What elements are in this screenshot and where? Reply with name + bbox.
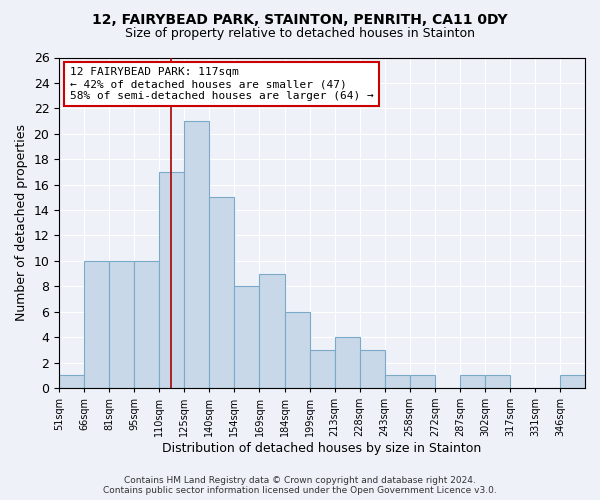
- Bar: [59, 375, 84, 388]
- Bar: [485, 375, 510, 388]
- Bar: [184, 121, 209, 388]
- Bar: [460, 375, 485, 388]
- Bar: [284, 312, 310, 388]
- X-axis label: Distribution of detached houses by size in Stainton: Distribution of detached houses by size …: [163, 442, 482, 455]
- Bar: [259, 274, 284, 388]
- Bar: [160, 172, 184, 388]
- Bar: [560, 375, 585, 388]
- Bar: [235, 286, 259, 388]
- Text: 12 FAIRYBEAD PARK: 117sqm
← 42% of detached houses are smaller (47)
58% of semi-: 12 FAIRYBEAD PARK: 117sqm ← 42% of detac…: [70, 68, 373, 100]
- Bar: [410, 375, 435, 388]
- Text: 12, FAIRYBEAD PARK, STAINTON, PENRITH, CA11 0DY: 12, FAIRYBEAD PARK, STAINTON, PENRITH, C…: [92, 12, 508, 26]
- Bar: [209, 198, 235, 388]
- Bar: [310, 350, 335, 388]
- Bar: [109, 261, 134, 388]
- Bar: [359, 350, 385, 388]
- Bar: [84, 261, 109, 388]
- Bar: [335, 337, 359, 388]
- Y-axis label: Number of detached properties: Number of detached properties: [15, 124, 28, 321]
- Text: Size of property relative to detached houses in Stainton: Size of property relative to detached ho…: [125, 28, 475, 40]
- Bar: [134, 261, 160, 388]
- Text: Contains HM Land Registry data © Crown copyright and database right 2024.
Contai: Contains HM Land Registry data © Crown c…: [103, 476, 497, 495]
- Bar: [385, 375, 410, 388]
